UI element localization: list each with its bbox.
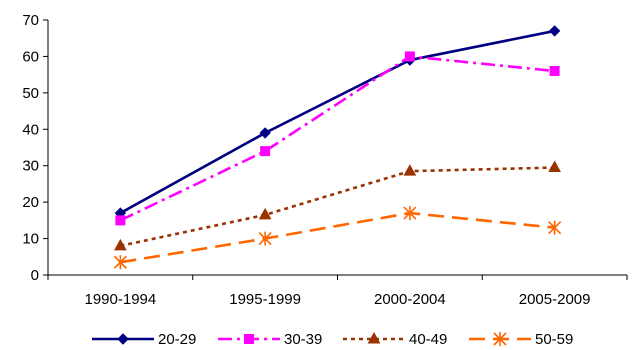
legend-item: 50-59 — [469, 331, 573, 348]
data-point — [548, 160, 561, 173]
data-point — [403, 164, 417, 176]
data-point — [115, 215, 126, 226]
y-tick-label: 50 — [22, 85, 39, 102]
x-tick-label: 2000-2004 — [374, 291, 446, 308]
plot-area — [113, 25, 562, 270]
legend: 20-29 30-39 40-49 50-59 — [92, 331, 573, 348]
series-line — [119, 55, 555, 222]
data-point — [259, 127, 271, 139]
y-tick-label: 30 — [22, 158, 39, 175]
data-point — [548, 220, 562, 235]
x-tick-label: 2005-2009 — [519, 291, 591, 308]
y-axis-ticks: 0 10 20 30 40 50 60 70 — [22, 12, 48, 284]
series-20-29-group — [114, 25, 561, 219]
data-point — [260, 146, 271, 157]
y-tick-label: 10 — [22, 231, 39, 248]
legend-item: 20-29 — [92, 331, 196, 348]
x-tick-label: 1990-1994 — [85, 291, 157, 308]
series-line — [120, 211, 555, 264]
data-point — [258, 231, 272, 246]
legend-label: 50-59 — [535, 331, 573, 348]
legend-marker — [117, 333, 129, 345]
legend-marker — [367, 331, 381, 344]
legend-label: 30-39 — [284, 331, 322, 348]
x-tick-label: 1995-1999 — [229, 291, 301, 308]
legend-label: 40-49 — [409, 331, 447, 348]
legend-marker — [244, 334, 254, 344]
x-axis-ticks: 1990-1994 1995-1999 2000-2004 2005-2009 — [47, 275, 628, 308]
series-line — [119, 29, 555, 215]
data-point — [548, 25, 561, 37]
y-tick-label: 60 — [22, 48, 39, 65]
data-point — [403, 206, 417, 221]
legend-marker — [493, 332, 507, 346]
y-tick-label: 70 — [22, 12, 39, 29]
data-point — [258, 207, 272, 220]
series-50-59-group — [113, 206, 562, 270]
series-30-39-group — [115, 51, 560, 226]
data-point — [549, 66, 560, 76]
legend-item: 40-49 — [343, 331, 447, 348]
data-point — [404, 51, 415, 62]
y-tick-label: 40 — [22, 121, 39, 138]
chart-axes — [47, 20, 627, 276]
legend-label: 20-29 — [158, 331, 196, 348]
y-tick-label: 20 — [22, 194, 39, 211]
series-40-49-group — [114, 160, 561, 251]
series-line — [120, 166, 555, 248]
data-point — [114, 238, 127, 251]
data-point — [113, 255, 127, 270]
legend-item: 30-39 — [218, 331, 322, 348]
y-tick-label: 0 — [31, 267, 39, 284]
